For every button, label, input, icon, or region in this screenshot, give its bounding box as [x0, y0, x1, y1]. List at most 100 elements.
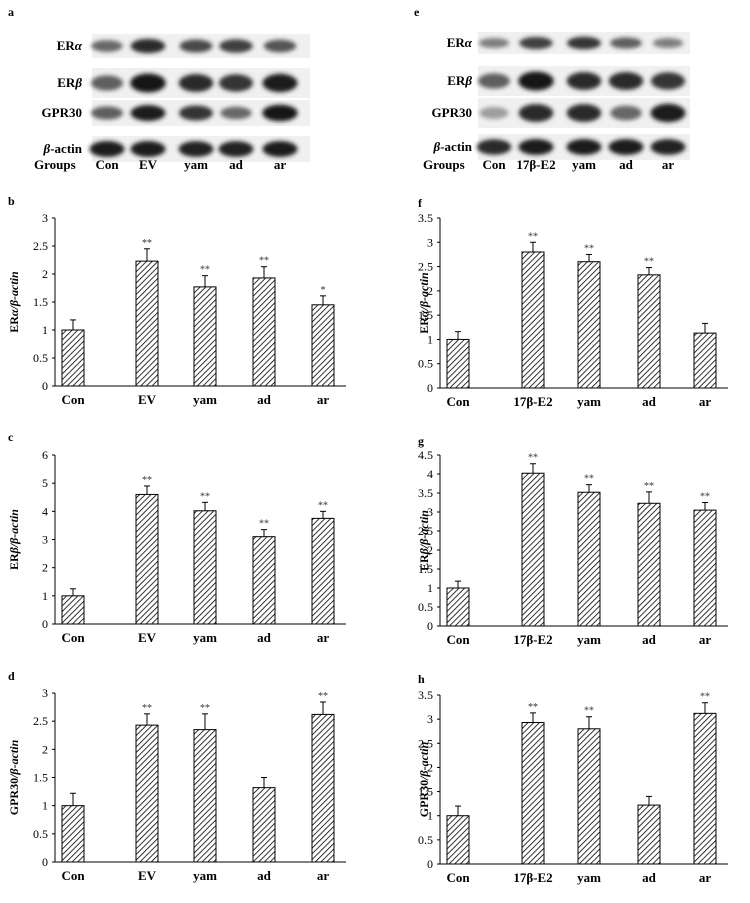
y-tick-label: 5 [42, 476, 48, 490]
bar [61, 805, 85, 863]
blot-band [566, 72, 602, 90]
y-tick-label: 3 [427, 235, 433, 249]
y-tick-label: 1 [427, 332, 433, 346]
bar [637, 502, 661, 627]
bar [446, 587, 470, 627]
y-tick-label: 2 [427, 760, 433, 774]
bar [637, 804, 661, 865]
y-tick-label: 2 [427, 284, 433, 298]
blot-band [262, 141, 298, 157]
lane-label: ar [274, 157, 287, 172]
y-axis-label-prefix: ER [417, 317, 431, 334]
blot-band [650, 103, 686, 123]
y-tick-label: 2.5 [418, 260, 433, 274]
bar [637, 274, 661, 389]
y-axis-label-suffix: /β-actin [417, 510, 431, 549]
y-tick-label: 2 [42, 561, 48, 575]
blot-row-label-main: ER [447, 35, 466, 50]
y-axis-label: ERβ/β-actin [7, 509, 21, 570]
significance-mark: ** [259, 519, 269, 530]
y-axis-label-greek: β [7, 546, 21, 554]
bar [311, 713, 335, 863]
y-tick-label: 1.5 [33, 295, 48, 309]
panel-label: d [8, 669, 15, 683]
blot-band [178, 141, 214, 157]
bar-chart-f: f 0 0.5 1 1.5 2 2.5 3 3.5 ERα/β-actin Con ** 17β-E2 *… [417, 196, 728, 409]
significance-mark: ** [584, 474, 594, 485]
category-label: yam [577, 394, 601, 409]
y-tick-label: 0 [427, 381, 433, 395]
blot-row-label: β-actin [433, 139, 473, 154]
bar [577, 261, 601, 389]
blot-band [476, 139, 512, 155]
significance-mark: ** [584, 243, 594, 254]
lane-label: ar [662, 157, 675, 172]
significance-mark: ** [700, 692, 710, 703]
y-axis-label-greek: α [417, 310, 431, 317]
blot-row-label-main: GPR30 [432, 105, 472, 120]
blot-row-label-suffix: -actin [440, 139, 473, 154]
y-tick-label: 2 [427, 543, 433, 557]
y-tick-label: 3 [427, 505, 433, 519]
lane-label: Con [95, 157, 119, 172]
blot-band [91, 75, 123, 91]
significance-mark: ** [318, 691, 328, 702]
bar-chart-h: h 0 0.5 1 1.5 2 2.5 3 3.5 GPR30/β-actin Con ** 17β-E… [417, 672, 728, 885]
panel-label: e [414, 5, 420, 19]
blot-row-label-greek: β [433, 139, 441, 154]
category-label: yam [193, 630, 217, 645]
y-axis-label-prefix: GPR30 [417, 780, 431, 817]
bar [577, 491, 601, 627]
y-tick-label: 0 [42, 855, 48, 869]
significance-mark: ** [200, 703, 210, 714]
category-label: Con [446, 394, 470, 409]
category-label: ad [257, 630, 272, 645]
y-axis-label-suffix: /β-actin [7, 739, 21, 778]
blot-band [566, 104, 602, 122]
bar [311, 517, 335, 625]
blot-band [130, 38, 166, 54]
panel-label: c [8, 430, 14, 444]
y-axis-label-suffix: /β-actin [7, 509, 21, 548]
y-tick-label: 2.5 [418, 736, 433, 750]
blot-row-label-main: ER [57, 75, 76, 90]
y-tick-label: 4 [42, 504, 48, 518]
bar [193, 286, 217, 387]
category-label: ad [642, 870, 657, 885]
blot-band [178, 74, 214, 92]
blot-band [218, 141, 254, 157]
blot-row-label-greek: β [74, 75, 82, 90]
category-label: 17β-E2 [513, 394, 552, 409]
blot-row-label-suffix: -actin [50, 141, 83, 156]
category-label: ad [642, 394, 657, 409]
blot-band [519, 36, 553, 50]
blot-band [479, 106, 509, 120]
blot-row-label-main: ER [447, 73, 466, 88]
blot-band [130, 105, 166, 121]
bar [135, 724, 159, 863]
y-tick-label: 0 [427, 619, 433, 633]
blot-row-label: GPR30 [432, 105, 472, 120]
y-tick-label: 2.5 [418, 524, 433, 538]
blot-row-label-greek: α [465, 35, 473, 50]
blot-band [130, 141, 166, 157]
blot-band [91, 106, 123, 120]
bar [311, 304, 335, 387]
y-tick-label: 3 [42, 211, 48, 225]
bar [193, 729, 217, 863]
blot-band [89, 141, 125, 157]
blot-band [219, 39, 253, 53]
panel-label: f [418, 196, 423, 210]
y-axis-label: ERα/β-actin [7, 271, 21, 333]
significance-mark: ** [584, 706, 594, 717]
blot-band [262, 104, 298, 122]
category-label: ar [317, 630, 330, 645]
panel-label: a [8, 5, 14, 19]
y-axis-label: GPR30/β-actin [7, 739, 21, 815]
y-axis-label: GPR30/β-actin [417, 741, 431, 817]
bar-chart-b: b 0 0.5 1 1.5 2 2.5 3 ERα/β-actin Con ** EV ** yam ** a… [7, 194, 346, 407]
lane-label: Con [482, 157, 506, 172]
